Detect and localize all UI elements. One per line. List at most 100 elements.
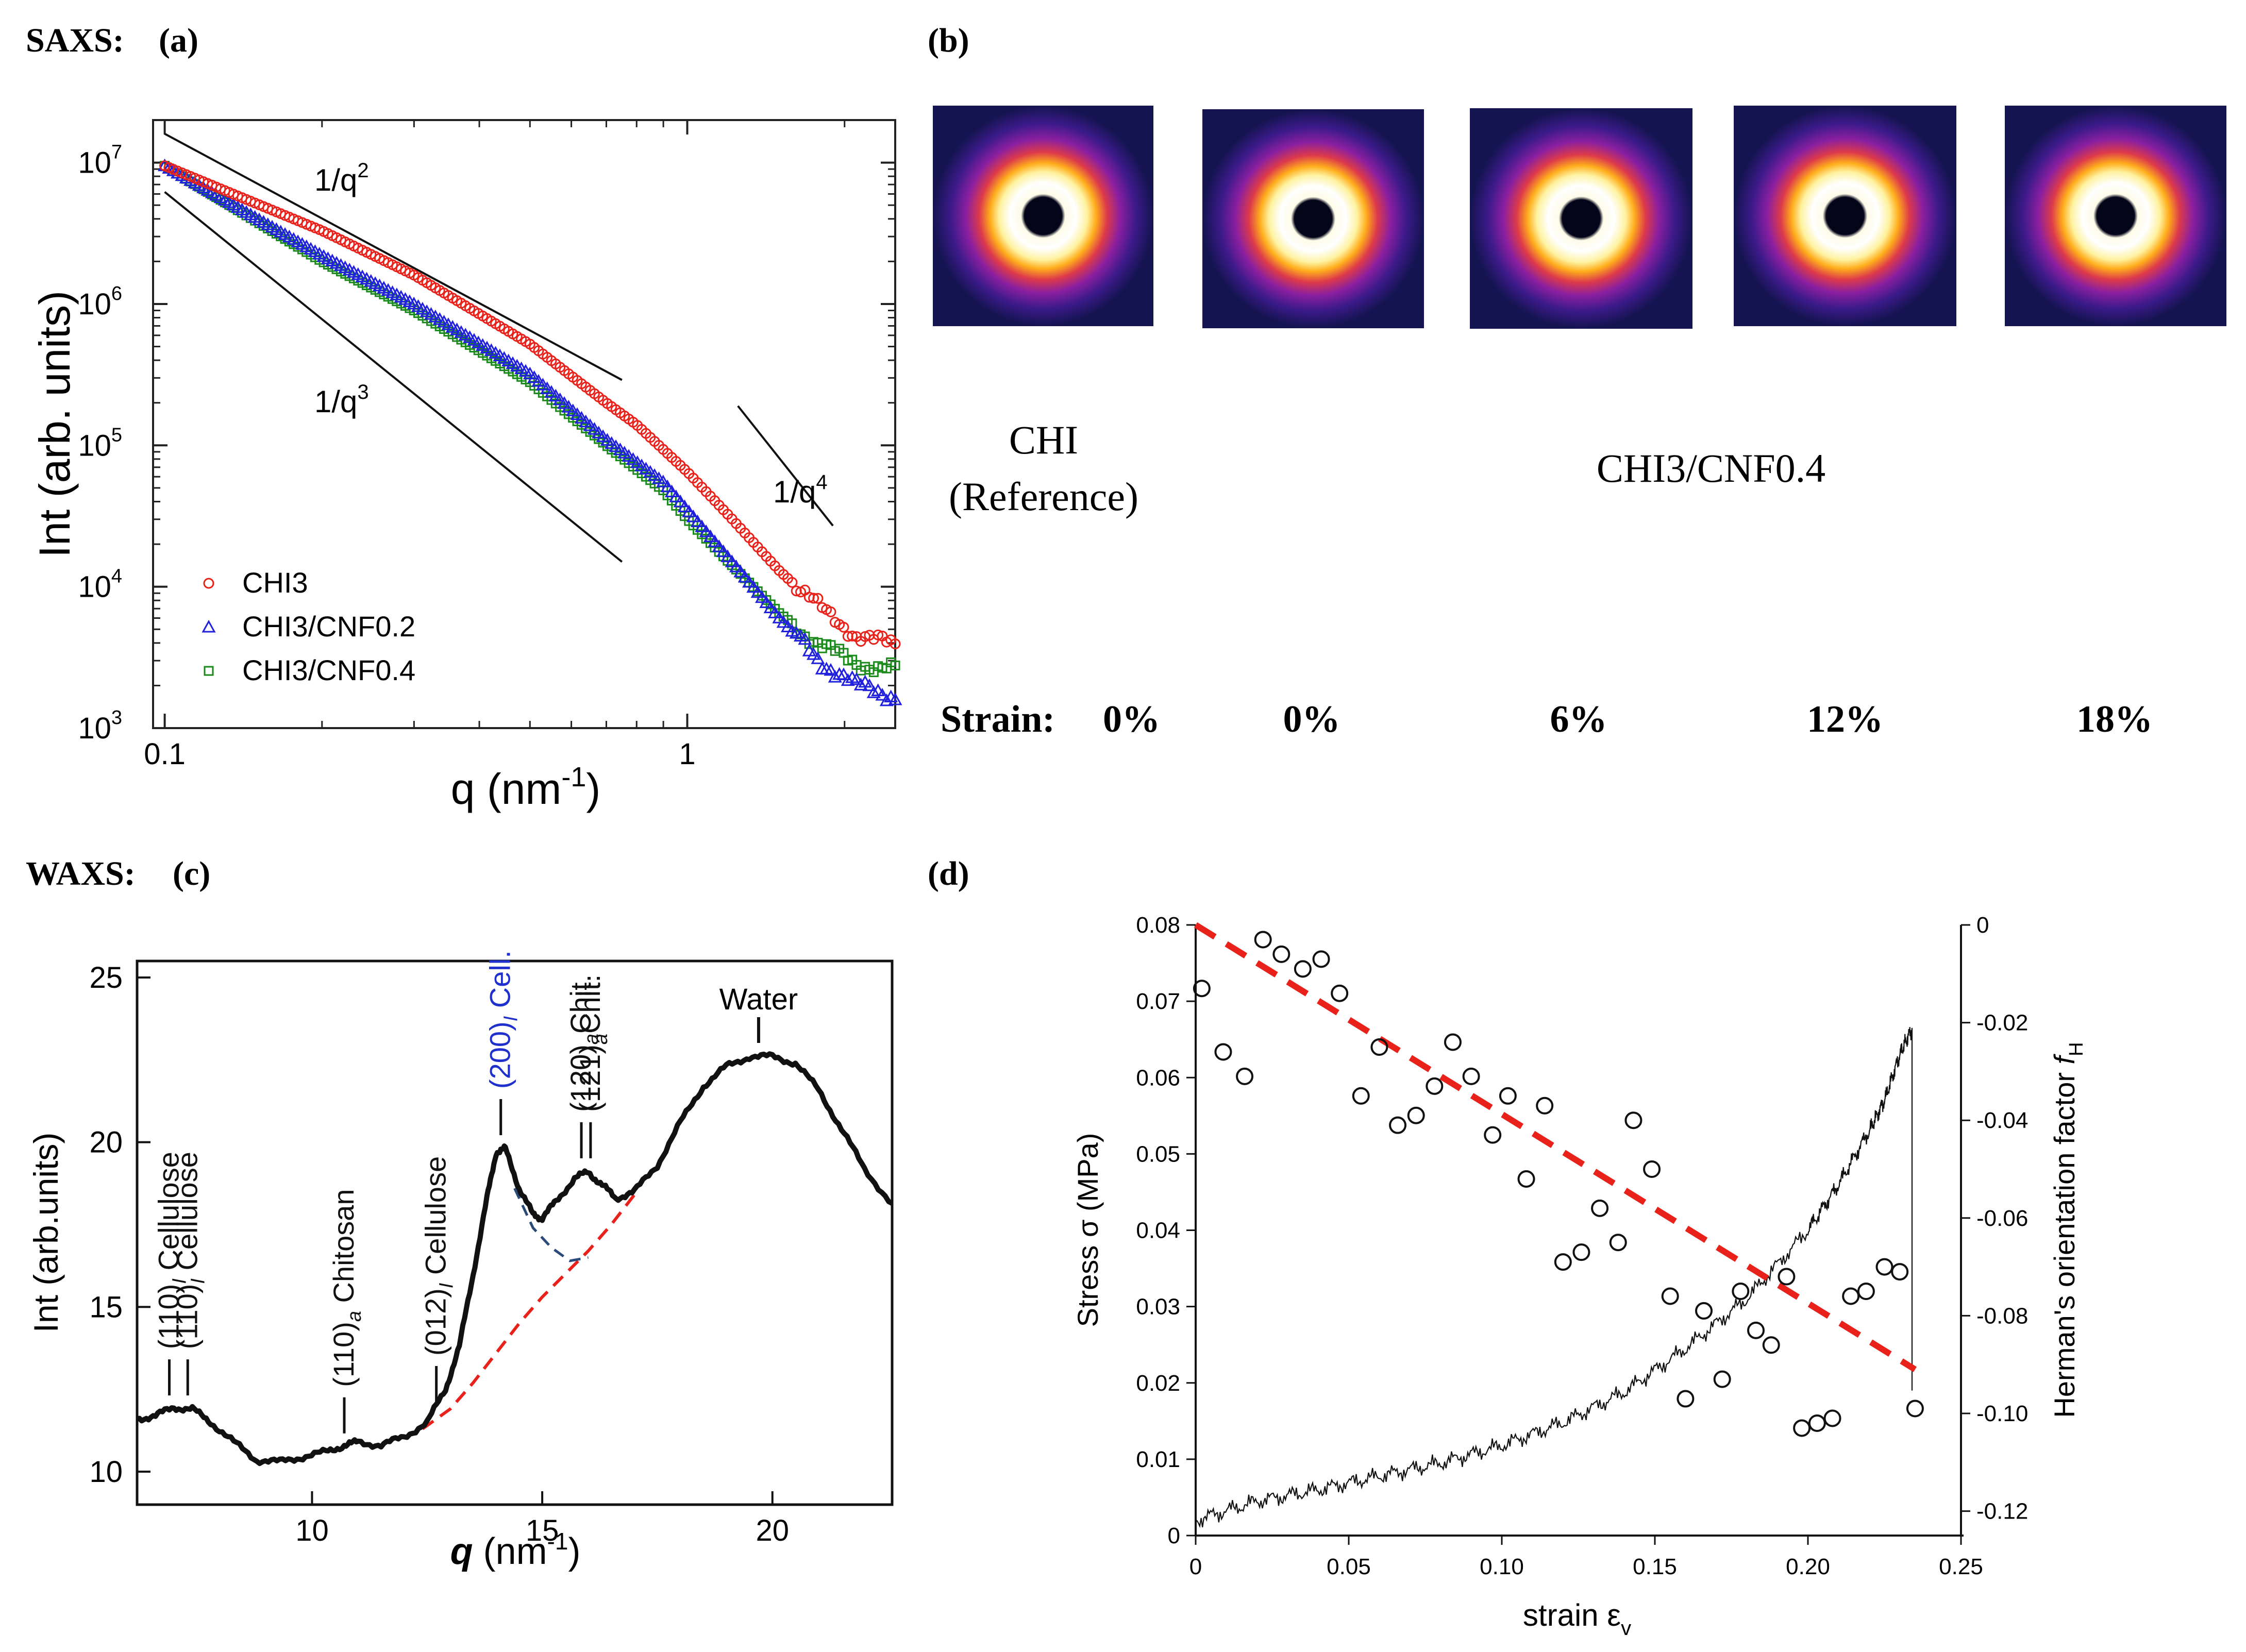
waxs-y-tick-label: 20 (89, 1126, 123, 1159)
saxs-data-point (776, 615, 791, 628)
stress-y-tick-label: 0.06 (1136, 1065, 1180, 1090)
waxs-peak-label: (200)I Cell. (484, 950, 522, 1089)
stress-y-tick-label: 0.02 (1136, 1371, 1180, 1396)
waxs-peak-label: (012)I Cellulose (420, 1156, 458, 1356)
saxs-data-point (873, 629, 884, 640)
saxs-data-point (772, 611, 786, 623)
saxs-legend-label: CHI3 (242, 566, 308, 599)
stress-y-tick-label: 0.05 (1136, 1141, 1180, 1167)
herman-data-point (1572, 1243, 1590, 1261)
scattering-images: CHI (Reference) CHI3/CNF0.4 Strain: 0% 0… (933, 106, 2226, 740)
herman-data-point (1793, 1419, 1811, 1437)
saxs-y-tick-label: 107 (78, 142, 122, 180)
saxs-data-point (853, 678, 868, 690)
saxs-data-point (862, 678, 877, 692)
saxs-data-point (673, 494, 688, 508)
pattern-image-strain-0 (1202, 109, 1424, 328)
herman-data-point (1484, 1126, 1502, 1144)
herman-data-point (1254, 931, 1272, 949)
pattern-image-chi-reference (933, 106, 1153, 326)
waxs-peak-label: (121)aChit. (574, 974, 612, 1112)
stress-x-tick-label: 0 (1189, 1554, 1202, 1579)
saxs-data-point (811, 651, 825, 664)
herman-data-point (1875, 1258, 1893, 1276)
saxs-data-point (828, 669, 842, 683)
saxs-data-point (695, 519, 709, 532)
herman-data-point (1591, 1199, 1609, 1217)
saxs-data-point (890, 638, 901, 650)
waxs-plot-frame (136, 959, 894, 1506)
waxs-y-axis-label: Int (arb.units) (27, 1133, 65, 1333)
herman-data-point (1891, 1263, 1909, 1281)
waxs-y-tick-label: 15 (89, 1290, 123, 1324)
saxs-y-tick-label: 106 (78, 283, 122, 321)
herman-data-point (1823, 1409, 1841, 1427)
saxs-data-point (699, 524, 713, 537)
stress-strain-chart: 0 0.05 0.10 0.15 0.20 0.25 0 0.01 0.02 0.03 0.04 0.… (1071, 913, 2087, 1640)
herman-y-tick-label: -0.08 (1976, 1303, 2028, 1328)
herman-data-point (1312, 950, 1330, 968)
herman-data-point (1857, 1283, 1875, 1300)
herman-data-point (1462, 1067, 1480, 1085)
herman-data-point (1426, 1077, 1444, 1095)
herman-data-point (1499, 1087, 1517, 1105)
saxs-data-point (660, 479, 675, 493)
herman-y-tick-label: -0.04 (1976, 1108, 2028, 1133)
saxs-legend-marker (203, 578, 214, 589)
saxs-legend-marker (202, 619, 216, 633)
saxs-data-point (720, 549, 735, 562)
saxs-data-point (703, 529, 718, 543)
saxs-y-axis-label: Int (arb. units) (30, 291, 79, 558)
saxs-slope-label: 1/q4 (773, 471, 828, 509)
herman-data-point (1352, 1087, 1370, 1105)
herman-fit-line (1194, 922, 1917, 1372)
saxs-data-point (825, 606, 836, 617)
saxs-data-point (729, 560, 744, 572)
saxs-data-point (798, 632, 812, 645)
strain-value-2: 0% (1283, 698, 1340, 740)
saxs-data-point (838, 621, 849, 633)
saxs-data-point (712, 539, 726, 552)
saxs-data-point (746, 580, 761, 593)
stress-y-tick-label: 0.01 (1136, 1447, 1180, 1472)
saxs-data-point (871, 683, 885, 697)
saxs-data-point (656, 475, 671, 487)
saxs-plot-frame (152, 119, 896, 729)
stress-x-tick-label: 0.10 (1480, 1554, 1524, 1579)
saxs-data-point (849, 672, 864, 685)
pattern-image-strain-18 (2005, 106, 2226, 326)
waxs-peak-fit (513, 1188, 589, 1262)
saxs-data-point (742, 575, 757, 588)
label-reference: (Reference) (949, 474, 1138, 519)
saxs-legend-label: CHI3/CNF0.2 (242, 610, 415, 643)
herman-data-point (1517, 1170, 1535, 1188)
herman-data-point (1609, 1234, 1627, 1252)
herman-data-point (1554, 1253, 1572, 1271)
herman-data-point (1732, 1283, 1750, 1300)
stress-x-tick-label: 0.15 (1633, 1554, 1677, 1579)
herman-data-point (1294, 960, 1312, 978)
saxs-slope-line (164, 132, 623, 381)
saxs-data-point (686, 509, 700, 522)
stress-x-axis-label: strain εv (1523, 1598, 1631, 1640)
strain-value-1: 0% (1103, 698, 1160, 740)
saxs-slope-label: 1/q2 (314, 159, 369, 197)
stress-y-tick-label: 0.04 (1136, 1218, 1180, 1243)
herman-data-point (1661, 1287, 1679, 1305)
saxs-legend-marker (204, 666, 214, 676)
herman-data-point (1389, 1116, 1407, 1134)
herman-data-point (1762, 1336, 1780, 1354)
herman-data-point (1536, 1097, 1554, 1115)
herman-data-point (1407, 1106, 1425, 1124)
saxs-data-point (690, 514, 705, 528)
saxs-data-point (786, 577, 798, 588)
saxs-slope-line (164, 191, 623, 563)
herman-data-point (1677, 1390, 1695, 1408)
saxs-x-axis-label: q (nm-1) (451, 762, 601, 813)
saxs-slope-label: 1/q3 (314, 381, 369, 419)
saxs-data-point (664, 484, 679, 497)
herman-data-point (1331, 984, 1349, 1002)
stress-y-tick-label: 0.03 (1136, 1294, 1180, 1320)
saxs-data-point (733, 564, 748, 578)
stress-x-tick-label: 0.05 (1327, 1554, 1371, 1579)
